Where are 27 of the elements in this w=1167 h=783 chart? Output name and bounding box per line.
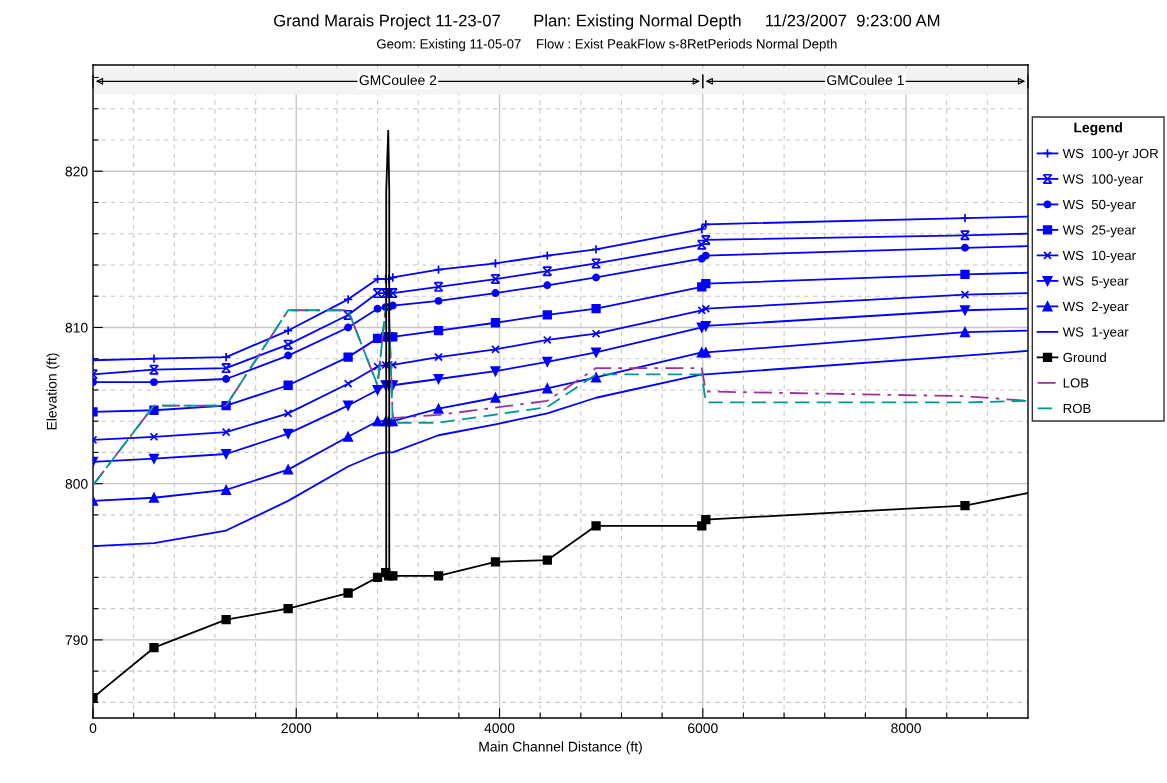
y-axis-title: Elevation (ft) bbox=[46, 353, 60, 430]
legend-title: Legend bbox=[1074, 122, 1122, 136]
legend-label: ROB bbox=[1063, 403, 1091, 414]
legend-label: WS 100-year bbox=[1062, 174, 1144, 187]
x-tick-label: 2000 bbox=[281, 723, 312, 734]
legend-label: WS 2-year bbox=[1062, 301, 1129, 314]
legend-label: Ground bbox=[1063, 352, 1106, 363]
y-tick-label: 790 bbox=[65, 635, 88, 646]
x-tick-label: 0 bbox=[89, 723, 97, 734]
x-tick-label: 4000 bbox=[484, 723, 515, 734]
x-tick-label: 6000 bbox=[688, 723, 718, 734]
legend-label: WS 25-year bbox=[1062, 225, 1136, 238]
x-tick-label: 8000 bbox=[891, 723, 921, 734]
legend-label: LOB bbox=[1063, 378, 1089, 388]
y-tick-label: 820 bbox=[65, 166, 88, 177]
chart-subtitle: Geom: Existing 11-05-07 Flow : Exist PeakFlow s-8RetPeriods Normal Depth bbox=[377, 38, 837, 52]
legend-label: WS 50-year bbox=[1062, 199, 1136, 212]
x-axis-title: Main Channel Distance (ft) bbox=[479, 741, 642, 755]
y-tick-label: 800 bbox=[65, 479, 88, 489]
chart-title: Grand Marais Project 11-23-07 Plan: Existing Normal Depth 11/23/2007 9:23:00 AM bbox=[274, 14, 940, 30]
legend-label: WS 5-year bbox=[1062, 276, 1129, 289]
legend-label: WS 1-year bbox=[1062, 327, 1129, 340]
legend-label: WS 10-year bbox=[1062, 250, 1136, 263]
legend-label: WS 100-yr JOR bbox=[1062, 148, 1159, 161]
y-tick-label: 810 bbox=[65, 322, 88, 333]
band-label: GMCoulee 2 bbox=[359, 74, 437, 86]
band-label: GMCoulee 1 bbox=[827, 74, 904, 86]
